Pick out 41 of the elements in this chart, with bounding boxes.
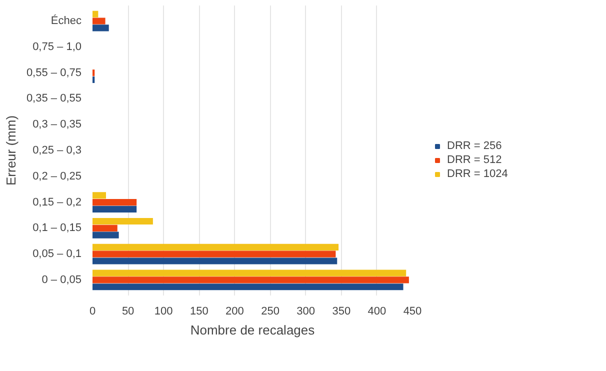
bar xyxy=(92,232,119,238)
bar xyxy=(92,250,336,258)
y-tick-label: 0,05 – 0,1 xyxy=(32,248,82,260)
y-tick-label: 0,15 – 0,2 xyxy=(32,196,82,208)
y-tick-label: 0 – 0,05 xyxy=(42,274,82,286)
bar xyxy=(92,258,338,264)
x-tick-label: 200 xyxy=(226,306,244,318)
bar xyxy=(92,10,98,18)
legend-label: DRR = 1024 xyxy=(447,168,508,180)
legend-label: DRR = 512 xyxy=(447,154,502,166)
y-axis-title: Erreur (mm) xyxy=(3,115,18,186)
bar xyxy=(92,18,106,24)
x-tick-label: 400 xyxy=(368,306,386,318)
bar xyxy=(92,218,153,225)
x-tick-label: 250 xyxy=(261,306,280,318)
y-tick-label: 0,55 – 0,75 xyxy=(26,66,82,79)
y-tick-label: 0,3 – 0,35 xyxy=(32,118,82,131)
x-tick-label: 50 xyxy=(122,306,134,318)
bar xyxy=(92,224,118,232)
x-tick-label: 150 xyxy=(190,306,208,318)
x-tick-label: 450 xyxy=(403,306,422,318)
bar xyxy=(92,192,106,199)
y-tick-label: 0,35 – 0,55 xyxy=(26,92,82,105)
x-tick-label: 0 xyxy=(89,306,96,318)
y-tick-label: 0,2 – 0,25 xyxy=(32,170,82,182)
bar xyxy=(92,206,137,212)
y-tick-label: 0,1 – 0,15 xyxy=(32,222,82,234)
x-tick-label: 100 xyxy=(154,306,173,318)
bar xyxy=(92,276,409,284)
bar xyxy=(92,199,137,206)
bar xyxy=(92,244,339,250)
bar xyxy=(92,270,406,276)
bar xyxy=(92,24,109,32)
x-axis-title: Nombre de recalages xyxy=(190,322,316,338)
bar xyxy=(92,284,404,290)
x-tick-label: 300 xyxy=(296,306,316,318)
x-tick-label: 350 xyxy=(332,306,351,318)
legend-label: DRR = 256 xyxy=(447,140,502,152)
y-tick-label: 0,75 – 1,0 xyxy=(32,40,82,53)
y-tick-label: Échec xyxy=(50,14,82,28)
y-tick-label: 0,25 – 0,3 xyxy=(32,144,82,156)
